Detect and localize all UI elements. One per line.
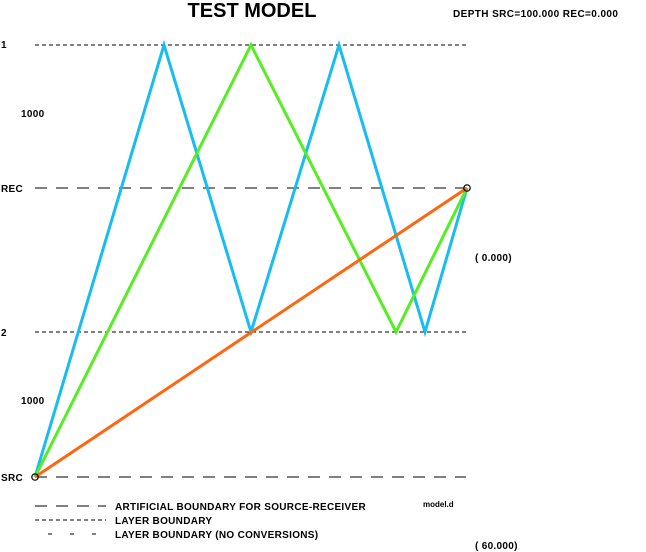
ray-path-cyan bbox=[33, 39, 469, 478]
layer-2-label: 2 bbox=[1, 328, 7, 339]
ray-path-orange bbox=[34, 186, 468, 479]
receiver-marker bbox=[463, 184, 471, 192]
legend-label-layer-boundary: LAYER BOUNDARY bbox=[115, 516, 212, 527]
layer-2-thickness: 1000 bbox=[21, 396, 45, 407]
diagram-title: TEST MODEL bbox=[188, 0, 317, 22]
legend-label-layer-boundary-no-conversions: LAYER BOUNDARY (NO CONVERSIONS) bbox=[115, 530, 318, 541]
offset-bottom-label: ( 60.000) bbox=[475, 541, 518, 552]
src-label: SRC bbox=[1, 473, 23, 484]
layer-1-label: 1 bbox=[1, 40, 7, 51]
offset-top-label: ( 0.000) bbox=[475, 253, 512, 264]
model-file-label: model.d bbox=[423, 500, 454, 509]
rec-label: REC bbox=[1, 184, 23, 195]
depth-info: DEPTH SRC=100.000 REC=0.000 bbox=[453, 9, 618, 20]
source-marker bbox=[31, 473, 39, 481]
ray-path-green bbox=[33, 41, 469, 478]
legend: ARTIFICIAL BOUNDARY FOR SOURCE-RECEIVER … bbox=[35, 502, 366, 541]
layer-1-thickness: 1000 bbox=[21, 109, 45, 120]
legend-label-artificial-boundary: ARTIFICIAL BOUNDARY FOR SOURCE-RECEIVER bbox=[115, 502, 366, 513]
